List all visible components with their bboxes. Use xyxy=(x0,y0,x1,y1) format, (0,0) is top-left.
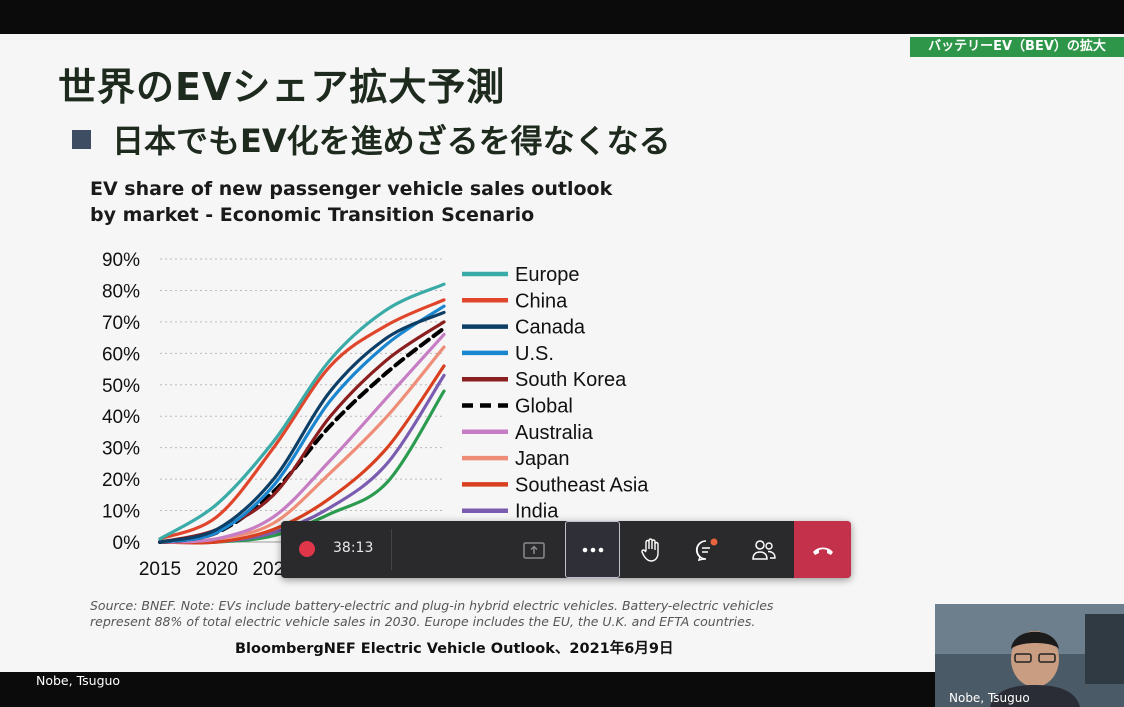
y-tick-label: 60% xyxy=(102,344,140,365)
y-tick-label: 0% xyxy=(113,533,141,554)
chat-button[interactable] xyxy=(679,521,735,578)
y-tick-label: 50% xyxy=(102,376,140,397)
slide-title: 世界のEVシェア拡大予測 xyxy=(58,65,506,109)
series-line-china xyxy=(158,298,446,541)
participants-icon xyxy=(752,539,776,560)
share-screen-button[interactable] xyxy=(506,521,562,578)
participants-button[interactable] xyxy=(736,521,792,578)
more-dots-icon xyxy=(582,547,603,552)
y-tick-label: 20% xyxy=(102,470,140,491)
legend-label: Australia xyxy=(515,422,594,444)
y-tick-label: 90% xyxy=(102,250,140,271)
raise-hand-icon xyxy=(641,537,659,562)
participant-video-tile[interactable]: Nobe, Tsuguo xyxy=(935,604,1124,707)
presenter-name: Nobe, Tsuguo xyxy=(36,673,121,688)
bullet-text: 日本でもEV化を進めざるを得なくなる xyxy=(112,122,671,160)
meeting-toolbar: 38:13 xyxy=(281,521,851,578)
top-bar xyxy=(0,0,1124,34)
legend-label: U.S. xyxy=(515,343,554,365)
more-options-button[interactable] xyxy=(565,521,620,578)
hang-up-icon xyxy=(812,547,833,555)
y-tick-label: 70% xyxy=(102,313,140,334)
recording-indicator-icon xyxy=(299,541,315,557)
y-tick-label: 80% xyxy=(102,281,140,302)
video-participant-name: Nobe, Tsuguo xyxy=(949,691,1030,705)
series-line-u-s- xyxy=(158,304,446,544)
y-tick-label: 30% xyxy=(102,439,140,460)
leave-call-button[interactable] xyxy=(794,521,851,578)
chart-title-line-1: EV share of new passenger vehicle sales … xyxy=(90,178,613,200)
series-line-canada xyxy=(158,310,446,544)
legend-label: Europe xyxy=(515,264,580,286)
recording-timer: 38:13 xyxy=(333,540,374,556)
x-tick-label: 2015 xyxy=(139,559,181,580)
chart-source-note: Source: BNEF. Note: EVs include battery-… xyxy=(90,598,810,630)
legend-label: India xyxy=(515,501,559,523)
series-line-australia xyxy=(158,332,446,544)
participant-video-image xyxy=(935,604,1124,707)
legend-label: Southeast Asia xyxy=(515,474,649,496)
legend-label: Canada xyxy=(515,317,586,339)
legend-label: China xyxy=(515,290,568,312)
section-tag: バッテリーEV（BEV）の拡大 xyxy=(910,37,1124,57)
y-tick-label: 40% xyxy=(102,407,140,428)
chat-icon xyxy=(695,538,718,561)
share-icon xyxy=(523,541,545,559)
x-tick-label: 2020 xyxy=(196,559,238,580)
chart-credit: BloombergNEF Electric Vehicle Outlook、20… xyxy=(235,641,674,657)
chart-title: EV share of new passenger vehicle sales … xyxy=(90,176,650,228)
toolbar-divider xyxy=(391,529,392,570)
source-line-2: represent 88% of total electric vehicle … xyxy=(90,614,756,629)
legend-label: Global xyxy=(515,396,573,418)
series-line-southeast-asia xyxy=(158,364,446,545)
raise-hand-button[interactable] xyxy=(623,521,679,578)
series-line-rest-of-world xyxy=(158,389,446,545)
source-line-1: Source: BNEF. Note: EVs include battery-… xyxy=(90,598,774,613)
series-line-europe xyxy=(158,282,446,541)
chart-title-line-2: by market - Economic Transition Scenario xyxy=(90,204,535,226)
legend-label: Japan xyxy=(515,448,570,470)
legend-label: South Korea xyxy=(515,369,627,391)
y-tick-label: 10% xyxy=(102,502,140,523)
bullet-square-icon xyxy=(72,130,91,149)
